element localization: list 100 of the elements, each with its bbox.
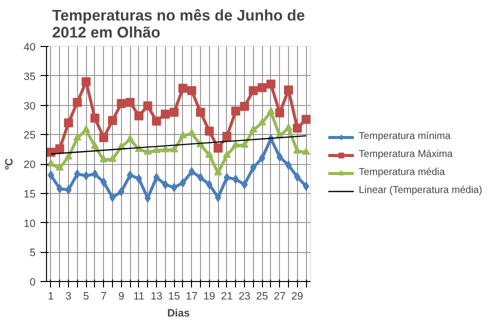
point — [285, 160, 292, 170]
y-tick-label: 15 — [24, 188, 36, 200]
x-tick-label: 29 — [291, 290, 304, 302]
point — [82, 77, 91, 86]
point — [170, 183, 178, 192]
x-tick-label: 25 — [256, 290, 268, 302]
x-tick-label: 27 — [274, 290, 286, 302]
point — [82, 171, 90, 180]
point — [178, 84, 188, 93]
point — [152, 116, 161, 126]
point — [109, 192, 116, 202]
point — [248, 86, 258, 96]
point — [126, 170, 134, 180]
point — [82, 125, 90, 132]
x-tick-label: 21 — [220, 290, 233, 302]
legend-label: Temperatura Máxima — [358, 148, 453, 160]
point — [170, 108, 179, 117]
point — [46, 159, 55, 167]
point — [144, 148, 152, 155]
x-tick-label: 15 — [168, 290, 180, 302]
point — [108, 116, 117, 126]
point — [187, 86, 196, 96]
point — [275, 108, 284, 118]
y-axis-title: ºC — [4, 158, 16, 170]
point — [55, 144, 64, 154]
point — [65, 185, 72, 194]
x-tick-label: 7 — [100, 290, 107, 302]
point — [302, 114, 310, 124]
point — [136, 174, 142, 184]
x-tick-label: 1 — [48, 290, 54, 302]
x-tick-label: 19 — [203, 290, 216, 302]
point — [48, 170, 54, 180]
point — [284, 85, 293, 94]
point — [204, 126, 214, 136]
point — [214, 144, 223, 153]
y-tick-label: 20 — [24, 159, 36, 171]
x-tick-label: 11 — [133, 290, 145, 302]
point — [100, 155, 108, 162]
point — [90, 142, 99, 149]
x-tick-label: 13 — [150, 290, 162, 302]
point — [224, 173, 230, 182]
point — [222, 150, 231, 158]
point — [222, 132, 232, 141]
x-tick-label: 17 — [186, 290, 198, 302]
point — [240, 102, 249, 111]
point — [116, 98, 126, 108]
point — [64, 118, 73, 128]
point — [178, 131, 187, 138]
y-tick-label: 5 — [30, 247, 36, 260]
point — [126, 134, 134, 142]
point — [266, 80, 276, 89]
point — [72, 98, 82, 107]
point — [231, 106, 240, 116]
point — [197, 173, 204, 182]
x-tick-label: 3 — [66, 290, 72, 302]
point — [241, 180, 248, 190]
legend-label: Linear (Temperatura média) — [358, 184, 482, 196]
legend-label: Temperatura mínima — [358, 130, 451, 142]
point — [302, 182, 310, 191]
x-tick-label: 9 — [118, 290, 124, 302]
y-tick-label: 35 — [24, 70, 36, 83]
y-tick-label: 0 — [30, 276, 36, 288]
point — [266, 107, 275, 114]
point — [56, 164, 64, 171]
y-tick-label: 10 — [24, 218, 36, 230]
point — [205, 150, 214, 158]
point — [143, 101, 152, 110]
point — [258, 118, 266, 126]
point — [99, 133, 108, 142]
point — [188, 128, 196, 136]
x-axis-title: Dias — [167, 308, 190, 320]
point — [232, 140, 240, 148]
point — [302, 148, 310, 155]
point — [196, 108, 205, 117]
point — [284, 124, 292, 131]
y-tick-label: 25 — [24, 130, 36, 142]
x-tick-label: 5 — [83, 290, 90, 302]
point — [126, 98, 135, 107]
point — [64, 152, 72, 160]
point — [293, 146, 302, 154]
point — [214, 168, 222, 176]
point — [73, 134, 82, 141]
point — [214, 192, 222, 202]
point — [249, 125, 258, 132]
point — [108, 154, 116, 162]
point — [258, 154, 266, 163]
point — [180, 178, 186, 188]
y-tick-label: 30 — [24, 100, 36, 112]
point — [161, 145, 170, 152]
y-tick-label: 40 — [24, 42, 36, 54]
point — [258, 83, 267, 92]
point — [240, 140, 248, 148]
chart-title: Temperaturas no mês de Junho de 2012 em Olhão — [52, 8, 305, 42]
point — [160, 110, 170, 119]
point — [292, 124, 302, 133]
point — [134, 111, 144, 120]
point — [92, 169, 98, 178]
point — [170, 145, 178, 152]
point — [153, 173, 160, 182]
legend-label: Temperatura média — [358, 166, 445, 178]
